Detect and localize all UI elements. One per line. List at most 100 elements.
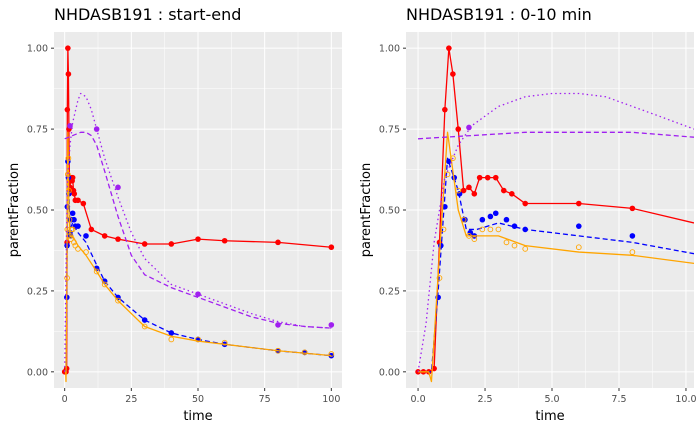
chart-title: NHDASB191 : start-end xyxy=(54,5,241,24)
data-point-purple xyxy=(328,322,335,328)
data-point-orange xyxy=(69,226,76,233)
chart-panel-start-end: NHDASB191 : start-end 0.00 0.25 0.50 0.75 1.… xyxy=(7,5,342,424)
data-point-orange xyxy=(495,226,502,233)
data-point-orange xyxy=(66,187,72,194)
data-point-red xyxy=(492,174,499,181)
data-point-orange xyxy=(195,336,201,343)
series-marks xyxy=(415,45,694,383)
series-line-purple-dotted xyxy=(417,92,694,372)
chart-panel-0-10-min: NHDASB191 : 0-10 min 0.00 0.25 0.50 0.75 1.0… xyxy=(359,5,697,424)
data-point-purple xyxy=(93,126,100,132)
data-point-orange xyxy=(440,226,447,233)
data-point-orange xyxy=(511,242,518,249)
data-point-orange xyxy=(141,323,148,330)
data-point-red xyxy=(629,205,636,212)
data-point-blue xyxy=(503,216,510,223)
data-point-orange xyxy=(71,239,77,246)
data-point-purple xyxy=(195,291,201,297)
x-axis-title: time xyxy=(183,409,212,424)
y-tick-label: 1.00 xyxy=(379,44,400,55)
data-point-orange xyxy=(479,226,486,233)
data-point-blue xyxy=(456,191,463,197)
data-point-orange xyxy=(575,244,582,251)
data-point-blue xyxy=(71,216,77,223)
data-point-red xyxy=(466,184,472,191)
data-point-orange xyxy=(75,245,81,252)
data-point-red xyxy=(101,233,108,239)
x-tick-label: 10.0 xyxy=(675,394,696,405)
data-point-orange xyxy=(101,281,108,288)
data-point-blue xyxy=(442,203,448,210)
data-point-blue xyxy=(168,330,175,336)
data-point-orange xyxy=(168,336,175,343)
series-line-purple-dashed xyxy=(64,131,332,329)
data-point-blue xyxy=(75,223,81,229)
data-point-purple xyxy=(115,184,121,191)
data-point-red xyxy=(460,187,467,194)
data-point-red xyxy=(328,244,335,251)
x-tick-label: 2.5 xyxy=(477,394,492,405)
x-tick-label: 75 xyxy=(259,394,271,405)
data-point-red xyxy=(65,45,71,51)
data-point-blue xyxy=(141,317,148,323)
y-tick-label: 0.75 xyxy=(379,125,400,136)
data-point-orange xyxy=(466,233,472,239)
x-tick-label: 50 xyxy=(192,394,204,405)
data-point-blue xyxy=(462,216,468,223)
data-point-blue xyxy=(511,223,518,229)
x-tick-label: 5.0 xyxy=(544,394,559,405)
data-point-orange xyxy=(450,155,456,162)
data-point-red xyxy=(88,226,95,233)
y-tick-label: 0.25 xyxy=(27,286,48,297)
data-point-red xyxy=(476,174,483,181)
y-tick-label: 0.25 xyxy=(379,286,400,297)
data-point-orange xyxy=(67,236,74,242)
data-point-orange xyxy=(93,268,100,275)
data-point-orange xyxy=(221,339,228,346)
y-tick-label: 0.00 xyxy=(379,367,400,378)
gridlines xyxy=(54,32,342,388)
data-point-orange xyxy=(503,239,510,246)
data-point-red xyxy=(275,239,281,246)
data-point-orange xyxy=(301,349,308,356)
y-tick-label: 0.50 xyxy=(379,206,400,217)
data-point-red xyxy=(69,174,76,181)
data-point-red xyxy=(71,191,78,197)
data-point-red xyxy=(455,126,462,132)
data-point-blue xyxy=(328,352,335,359)
data-point-orange xyxy=(115,297,121,304)
series-line-purple-dashed xyxy=(418,131,694,140)
data-point-orange xyxy=(275,347,281,354)
chart-title: NHDASB191 : 0-10 min xyxy=(406,5,592,24)
x-tick-label: 0 xyxy=(62,394,68,405)
data-point-red xyxy=(80,200,87,207)
data-point-orange xyxy=(460,216,467,223)
data-point-blue xyxy=(479,216,486,223)
data-point-orange xyxy=(629,249,636,255)
series-marks xyxy=(61,45,335,383)
data-point-blue xyxy=(69,210,76,217)
y-tick-label: 1.00 xyxy=(27,44,48,55)
data-point-red xyxy=(75,197,81,204)
data-point-orange xyxy=(64,275,70,281)
data-point-orange xyxy=(65,171,71,178)
series-line-purple-dotted xyxy=(64,92,332,372)
data-point-purple xyxy=(67,123,73,129)
y-axis-title: parentFraction xyxy=(7,163,22,258)
x-tick-label: 100 xyxy=(322,394,340,405)
series-line-blue-dashed xyxy=(418,157,694,373)
x-axis-title: time xyxy=(535,409,564,424)
data-point-orange xyxy=(455,187,462,194)
data-point-orange xyxy=(66,216,73,223)
data-point-red xyxy=(576,200,582,207)
y-axis: 0.00 0.25 0.50 0.75 1.00 xyxy=(27,44,54,378)
y-tick-label: 0.75 xyxy=(27,125,48,136)
data-point-blue xyxy=(492,210,499,217)
data-point-orange xyxy=(436,275,443,281)
x-axis: 0.0 2.5 5.0 7.5 10.0 xyxy=(411,388,697,405)
data-point-blue xyxy=(629,233,636,239)
data-point-orange xyxy=(67,233,73,239)
data-point-red xyxy=(450,71,456,77)
